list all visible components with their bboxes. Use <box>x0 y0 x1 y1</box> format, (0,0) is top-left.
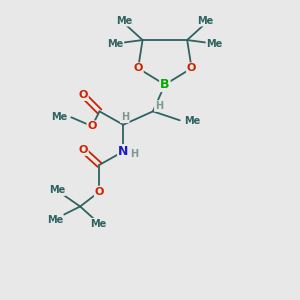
Text: O: O <box>187 63 196 73</box>
Text: Me: Me <box>197 16 214 26</box>
Text: Me: Me <box>206 39 223 49</box>
Text: N: N <box>118 145 128 158</box>
Text: Me: Me <box>49 185 65 195</box>
Text: Me: Me <box>51 112 68 122</box>
Text: Me: Me <box>90 219 106 229</box>
Text: B: B <box>160 78 170 91</box>
Text: H: H <box>155 101 163 111</box>
Text: Me: Me <box>47 215 63 225</box>
Text: Me: Me <box>184 116 200 126</box>
Text: O: O <box>78 90 88 100</box>
Text: O: O <box>87 121 97 131</box>
Text: Me: Me <box>107 39 123 49</box>
Text: O: O <box>78 145 88 155</box>
Text: H: H <box>130 149 139 160</box>
Text: Me: Me <box>116 16 132 26</box>
Text: O: O <box>134 63 143 73</box>
Text: H: H <box>121 112 129 122</box>
Text: O: O <box>95 187 104 196</box>
